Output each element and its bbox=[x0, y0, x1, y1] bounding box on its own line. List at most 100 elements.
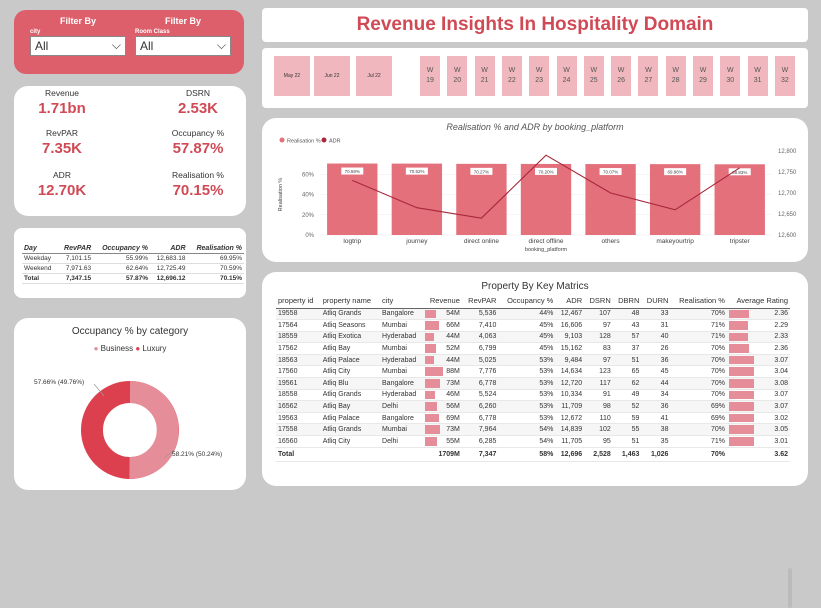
x-tick-label: others bbox=[602, 238, 621, 245]
column-header[interactable]: ADR bbox=[150, 244, 188, 254]
table-cell: 7,101.15 bbox=[58, 254, 93, 264]
column-header[interactable]: RevPAR bbox=[58, 244, 93, 254]
week-number: 27 bbox=[644, 76, 652, 86]
table-cell: 6,799 bbox=[462, 343, 498, 355]
week-number: 25 bbox=[590, 76, 598, 86]
month-button-jun[interactable]: Jun 22 bbox=[314, 56, 350, 96]
column-header[interactable]: city bbox=[380, 294, 423, 308]
property-table-title: Property By Key Matrics bbox=[262, 281, 808, 292]
table-cell: 53% bbox=[498, 389, 555, 401]
occupancy-donut-card: Occupancy % by category ● Business ● Lux… bbox=[14, 318, 246, 490]
city-dropdown[interactable]: All ⌵ bbox=[30, 36, 126, 56]
column-header[interactable]: property id bbox=[276, 294, 321, 308]
column-header[interactable]: Realisation % bbox=[188, 244, 244, 254]
table-cell: 35 bbox=[641, 436, 670, 448]
table-cell: 6,778 bbox=[462, 412, 498, 424]
column-header[interactable]: Average Rating bbox=[727, 294, 790, 308]
table-cell: 18563 bbox=[276, 354, 321, 366]
column-header[interactable]: Revenue bbox=[423, 294, 462, 308]
week-number: 22 bbox=[508, 76, 516, 86]
legend-item[interactable]: ADR bbox=[329, 139, 341, 145]
table-cell: 6,260 bbox=[462, 401, 498, 413]
legend-item[interactable]: Realisation % bbox=[287, 139, 321, 145]
column-header[interactable]: DBRN bbox=[613, 294, 642, 308]
table-cell: 45% bbox=[498, 331, 555, 343]
column-header[interactable]: Realisation % bbox=[670, 294, 726, 308]
donut-label-right: 58.21% (50.24%) bbox=[172, 451, 222, 458]
table-cell: 44M bbox=[423, 331, 462, 343]
week-number: 31 bbox=[754, 76, 762, 86]
month-button-jul[interactable]: Jul 22 bbox=[356, 56, 392, 96]
table-cell: 117 bbox=[584, 378, 613, 390]
city-filter-title: Filter By bbox=[30, 16, 126, 26]
table-cell: 3.01 bbox=[727, 436, 790, 448]
table-cell: 43 bbox=[613, 320, 642, 332]
kpi-value: 7.35K bbox=[22, 140, 102, 157]
x-tick-label: makeyourtrip bbox=[656, 238, 694, 245]
x-tick-label: tripster bbox=[730, 238, 751, 245]
donut-slice-business[interactable] bbox=[130, 392, 168, 468]
data-label: 69.83% bbox=[732, 170, 747, 175]
month-label: Jun 22 bbox=[324, 73, 339, 79]
table-cell: 3.02 bbox=[727, 412, 790, 424]
cell-text: 52M bbox=[446, 345, 460, 352]
cell-text: 3.01 bbox=[774, 438, 788, 445]
table-cell: 53% bbox=[498, 412, 555, 424]
table-cell: 51 bbox=[613, 436, 642, 448]
column-header[interactable]: DSRN bbox=[584, 294, 613, 308]
legend-dot-icon bbox=[280, 138, 285, 143]
column-header[interactable]: property name bbox=[321, 294, 380, 308]
column-header[interactable]: DURN bbox=[641, 294, 670, 308]
table-scrollbar[interactable] bbox=[788, 568, 792, 608]
table-cell: 17560 bbox=[276, 366, 321, 378]
table-cell: Atliq Blu bbox=[321, 378, 380, 390]
month-button-may[interactable]: May 22 bbox=[274, 56, 310, 96]
table-cell: 7,410 bbox=[462, 320, 498, 332]
x-tick-label: direct online bbox=[464, 238, 499, 245]
table-cell: 69.95% bbox=[188, 254, 244, 264]
table-cell: 128 bbox=[584, 331, 613, 343]
column-header[interactable]: RevPAR bbox=[462, 294, 498, 308]
room-class-dropdown[interactable]: All ⌵ bbox=[135, 36, 231, 56]
table-cell: Atliq Exotica bbox=[321, 331, 380, 343]
column-header[interactable]: Occupancy % bbox=[498, 294, 555, 308]
table-cell: 102 bbox=[584, 424, 613, 436]
table-cell: 70.15% bbox=[188, 274, 244, 284]
column-header[interactable]: Day bbox=[22, 244, 58, 254]
data-bar bbox=[425, 321, 439, 330]
room-class-filter-title: Filter By bbox=[135, 16, 231, 26]
data-bar bbox=[729, 356, 754, 365]
data-label: 69.98% bbox=[668, 170, 683, 175]
table-cell: 38 bbox=[641, 424, 670, 436]
table-cell: 7,347.15 bbox=[58, 274, 93, 284]
column-header[interactable]: Occupancy % bbox=[93, 244, 150, 254]
column-header[interactable]: ADR bbox=[555, 294, 584, 308]
page-title: Revenue Insights In Hospitality Domain bbox=[357, 14, 714, 36]
